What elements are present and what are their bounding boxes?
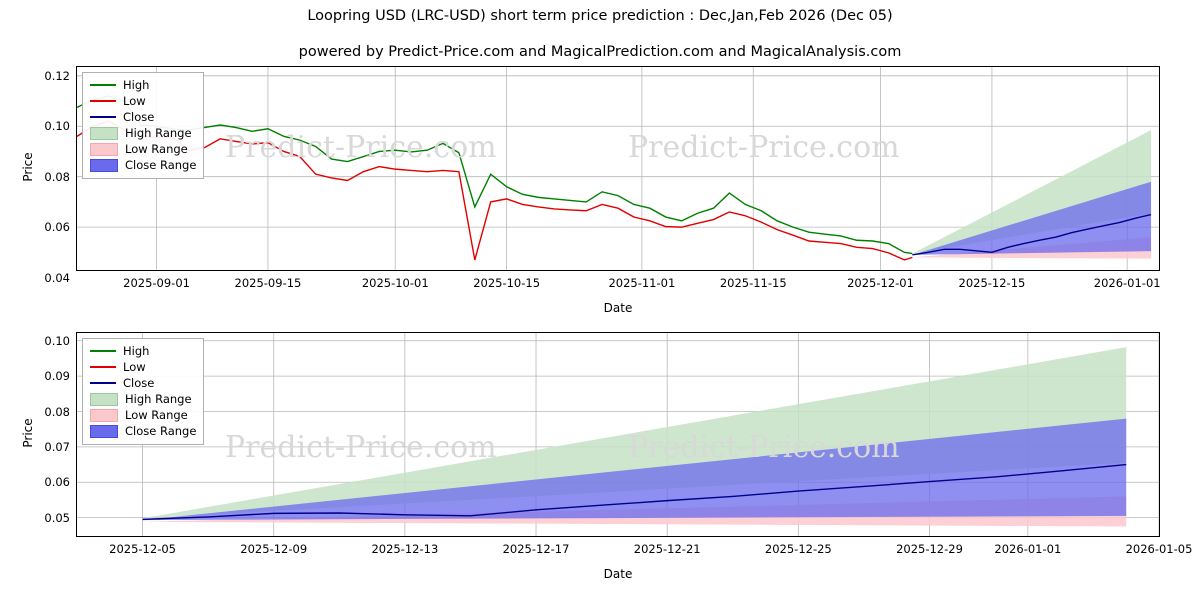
legend-swatch-close — [90, 111, 116, 123]
legend-item: High Range — [90, 391, 196, 407]
x-tick-label: 2025-12-17 — [502, 542, 570, 556]
x-tick-label: 2025-10-01 — [361, 276, 429, 290]
legend-item: Close Range — [90, 157, 196, 173]
legend-swatch-low — [90, 361, 116, 373]
x-tick-label: 2025-11-01 — [608, 276, 676, 290]
legend-label: Close Range — [125, 424, 197, 438]
legend-label: High Range — [125, 126, 192, 140]
legend-label: Low — [123, 94, 146, 108]
legend-swatch-high-range — [90, 392, 118, 406]
x-tick-label: 2025-12-09 — [240, 542, 308, 556]
legend-swatch-close-range — [90, 424, 118, 438]
y-tick-label: 0.06 — [44, 220, 70, 235]
legend-swatch-close — [90, 377, 116, 389]
legend-item: Close — [90, 109, 196, 125]
legend-label: Low Range — [125, 142, 188, 156]
legend-label: Close — [123, 376, 155, 390]
legend-swatch-high — [90, 345, 116, 357]
x-tick-label: 2025-09-01 — [123, 276, 190, 290]
page-title: Loopring USD (LRC-USD) short term price … — [307, 8, 893, 24]
legend-swatch-low-range — [90, 142, 118, 156]
bottom-x-axis-label: Date — [603, 567, 633, 581]
top-chart-panel — [76, 66, 1160, 271]
bottom-chart-panel — [76, 332, 1160, 537]
y-tick-label: 0.06 — [44, 475, 70, 490]
y-tick-label: 0.09 — [44, 369, 70, 384]
x-tick-label: 2026-01-01 — [994, 542, 1062, 556]
y-tick-label: 0.05 — [44, 510, 70, 525]
legend-label: High — [123, 344, 150, 358]
top-y-axis-label: Price — [21, 152, 35, 182]
x-tick-label: 2025-09-15 — [234, 276, 302, 290]
x-tick-label: 2025-12-25 — [764, 542, 832, 556]
x-tick-label: 2025-12-21 — [633, 542, 701, 556]
x-tick-label: 2025-12-01 — [847, 276, 914, 290]
page-subtitle: powered by Predict-Price.com and Magical… — [298, 44, 902, 60]
x-tick-label: 2026-01-01 — [1093, 276, 1161, 290]
x-tick-label: 2025-12-29 — [896, 542, 963, 556]
legend-label: Low — [123, 360, 146, 374]
legend-label: Close Range — [125, 158, 197, 172]
top-x-axis-label: Date — [603, 301, 633, 315]
y-tick-label: 0.08 — [44, 404, 70, 419]
y-tick-label: 0.07 — [44, 439, 70, 454]
legend-item: Low — [90, 93, 196, 109]
top-chart-legend: High Low Close High Range Low Range Close Ran… — [82, 72, 205, 179]
bottom-chart-legend: High Low Close High Range Low Range Close Ran… — [82, 338, 205, 445]
legend-swatch-high-range — [90, 126, 118, 140]
legend-item: Close Range — [90, 423, 196, 439]
top-chart-plot — [77, 67, 1159, 270]
x-tick-label: 2026-01-05 — [1125, 542, 1193, 556]
bottom-chart-plot — [77, 333, 1159, 536]
legend-swatch-high — [90, 79, 116, 91]
legend-item: High — [90, 77, 196, 93]
y-tick-label: 0.04 — [44, 270, 70, 285]
legend-swatch-low — [90, 95, 116, 107]
legend-item: Low Range — [90, 407, 196, 423]
legend-item: Low Range — [90, 141, 196, 157]
legend-label: High — [123, 78, 150, 92]
legend-label: Low Range — [125, 408, 188, 422]
y-tick-label: 0.08 — [44, 169, 70, 184]
y-tick-label: 0.10 — [44, 333, 70, 348]
x-tick-label: 2025-11-15 — [719, 276, 787, 290]
legend-item: Low — [90, 359, 196, 375]
x-tick-label: 2025-12-05 — [109, 542, 176, 556]
x-tick-label: 2025-12-15 — [958, 276, 1026, 290]
y-tick-label: 0.12 — [44, 68, 70, 83]
legend-swatch-low-range — [90, 408, 118, 422]
legend-item: Close — [90, 375, 196, 391]
legend-label: High Range — [125, 392, 192, 406]
legend-label: Close — [123, 110, 155, 124]
legend-item: High — [90, 343, 196, 359]
legend-swatch-close-range — [90, 158, 118, 172]
y-tick-label: 0.10 — [44, 119, 70, 134]
legend-item: High Range — [90, 125, 196, 141]
x-tick-label: 2025-12-13 — [371, 542, 439, 556]
x-tick-label: 2025-10-15 — [473, 276, 541, 290]
